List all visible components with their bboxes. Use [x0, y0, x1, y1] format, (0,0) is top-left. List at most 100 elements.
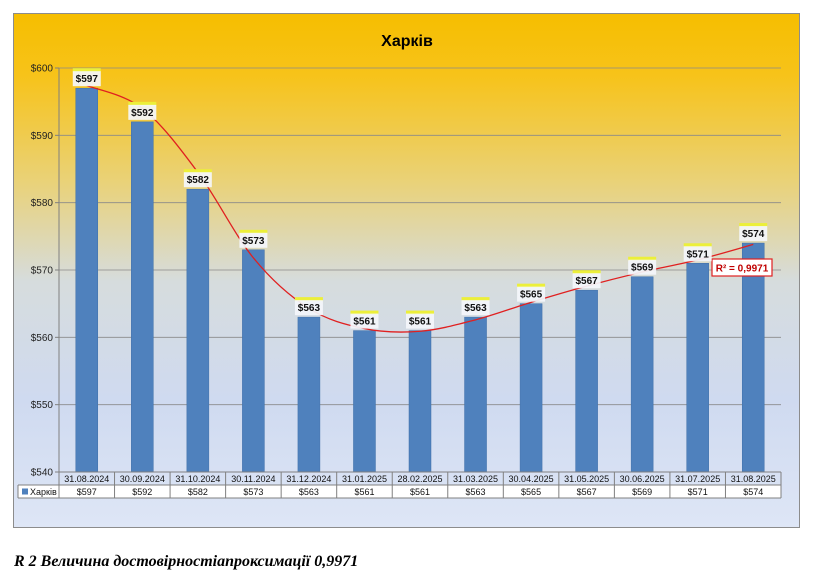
data-label-group: $563	[461, 297, 490, 316]
chart-title: Харків	[381, 33, 433, 50]
data-label-group: $574	[739, 223, 768, 242]
data-label: $569	[631, 263, 654, 274]
bar	[408, 330, 432, 473]
chart: Харків $540 $550 $560 $570 $580 $590 $600 R² =…	[14, 14, 799, 527]
data-label-box	[739, 226, 768, 242]
bar	[575, 289, 598, 473]
data-label-group: $582	[183, 169, 212, 188]
data-label-group: $569	[628, 256, 657, 275]
table-cell-value: $597	[77, 487, 97, 497]
data-label-highlight	[406, 310, 434, 315]
data-label-group: $567	[572, 270, 601, 289]
table-cell-value: $563	[466, 487, 486, 497]
x-tick-label: 31.05.2025	[564, 474, 609, 484]
y-tick-label: $570	[31, 266, 54, 277]
x-tick-label: 30.06.2025	[620, 474, 665, 484]
data-label: $582	[187, 175, 210, 186]
data-label-highlight	[239, 229, 268, 234]
data-label-box	[461, 300, 490, 316]
data-label-group: $573	[239, 229, 268, 248]
data-label-highlight	[128, 101, 157, 106]
x-tick-label: 31.10.2024	[175, 474, 220, 484]
bar	[75, 87, 99, 473]
bar	[131, 121, 154, 473]
y-tick-label: $600	[31, 64, 54, 75]
data-label-group: $563	[294, 297, 323, 316]
x-tick-label: 28.02.2025	[397, 474, 442, 484]
table-cell-value: $565	[521, 487, 541, 497]
x-tick-label: 30.09.2024	[120, 474, 165, 484]
chart-frame: Харків $540 $550 $560 $570 $580 $590 $600 R² =…	[13, 13, 800, 528]
data-label-highlight	[461, 297, 490, 302]
x-tick-label: 31.03.2025	[453, 474, 498, 484]
data-label-box	[239, 232, 268, 248]
data-label-box	[628, 259, 657, 275]
table-cell-value: $573	[243, 487, 263, 497]
bar	[630, 276, 654, 473]
x-tick-label: 31.12.2024	[286, 474, 331, 484]
data-label: $571	[687, 249, 710, 260]
bar	[186, 188, 210, 473]
x-tick-label: 31.08.2024	[64, 474, 109, 484]
table-cell-value: $567	[577, 487, 597, 497]
data-label: $561	[353, 317, 376, 328]
data-label: $573	[242, 236, 265, 247]
y-tick-label: $550	[31, 400, 54, 411]
y-tick-label: $580	[31, 198, 54, 209]
bar	[297, 316, 321, 473]
bar	[519, 303, 543, 473]
data-label-group: $597	[72, 68, 101, 87]
data-label-highlight	[739, 223, 768, 228]
data-label-box	[406, 313, 434, 329]
y-tick-label: $560	[31, 333, 54, 344]
x-tick-label: 31.08.2025	[731, 474, 776, 484]
data-label-highlight	[72, 68, 101, 73]
data-label: $563	[464, 303, 487, 314]
data-label: $574	[742, 229, 765, 240]
bar	[464, 316, 487, 473]
data-label-box	[183, 172, 212, 188]
data-label: $597	[76, 74, 99, 85]
data-label-highlight	[683, 243, 712, 248]
table-cell-value: $582	[188, 487, 208, 497]
table-cell-value: $571	[688, 487, 708, 497]
data-label: $565	[520, 290, 543, 301]
data-table-background	[18, 485, 781, 498]
data-label-box	[572, 273, 601, 289]
x-tick-label: 30.11.2024	[231, 474, 275, 484]
table-cell-value: $592	[132, 487, 152, 497]
data-label-highlight	[572, 270, 601, 275]
data-label-group: $561	[406, 310, 434, 329]
data-label-group: $571	[683, 243, 712, 262]
r2-label-box	[711, 258, 773, 277]
data-label: $561	[409, 317, 432, 328]
y-tick-label: $590	[31, 131, 54, 142]
legend-swatch	[22, 488, 28, 495]
x-tick-label: 31.01.2025	[342, 474, 387, 484]
bar	[353, 330, 376, 473]
data-label: $592	[131, 108, 154, 119]
data-label-highlight	[350, 310, 379, 315]
data-label-group: $592	[128, 101, 157, 120]
bar	[686, 263, 709, 473]
data-label-box	[72, 71, 101, 87]
bar	[741, 242, 765, 473]
x-tick-label: 30.04.2025	[509, 474, 554, 484]
table-cell-value: $569	[632, 487, 652, 497]
data-label-highlight	[628, 256, 657, 261]
data-label-group: $565	[517, 283, 546, 302]
r2-label: R² = 0,9971	[716, 264, 769, 275]
y-tick-label: $540	[31, 468, 54, 479]
data-label-highlight	[294, 297, 323, 302]
data-label-group: $561	[350, 310, 379, 329]
x-tick-label: 31.07.2025	[675, 474, 720, 484]
data-label: $563	[298, 303, 321, 314]
legend-label: Харків	[30, 487, 57, 497]
data-label-box	[294, 300, 323, 316]
data-label-box	[350, 313, 379, 329]
data-label-highlight	[517, 283, 546, 288]
table-cell-value: $563	[299, 487, 319, 497]
table-cell-value: $574	[743, 487, 763, 497]
table-cell-value: $561	[410, 487, 430, 497]
data-label-box	[683, 246, 712, 262]
